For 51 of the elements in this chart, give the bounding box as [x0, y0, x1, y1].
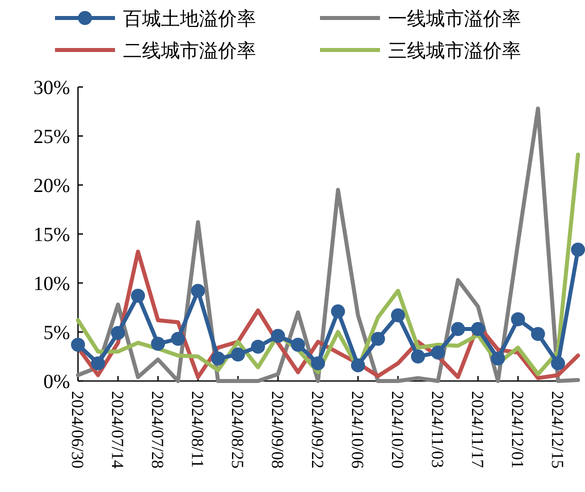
y-tick-label: 5% — [43, 322, 70, 344]
point — [551, 356, 565, 370]
y-tick-label: 10% — [33, 273, 70, 295]
point — [411, 350, 425, 364]
point — [151, 336, 165, 351]
point — [231, 348, 245, 362]
line-series — [76, 152, 580, 376]
point — [531, 326, 545, 341]
point — [391, 308, 405, 322]
point — [171, 332, 185, 346]
point — [491, 351, 505, 366]
legend-label: 三线城市溢价率 — [388, 40, 521, 62]
x-tick-label: 2024/07/28 — [148, 391, 167, 468]
point — [431, 346, 445, 360]
legend-label: 二线城市溢价率 — [123, 40, 256, 62]
point — [311, 356, 325, 370]
point — [471, 322, 485, 336]
legend-label: 百城土地溢价率 — [123, 8, 256, 30]
point — [71, 338, 85, 352]
y-tick-label: 25% — [33, 126, 70, 148]
y-tick-label: 15% — [33, 224, 70, 246]
x-tick-label: 2024/11/03 — [428, 391, 447, 468]
point — [511, 312, 525, 326]
y-tick-label: 20% — [33, 175, 70, 197]
x-tick-label: 2024/12/15 — [548, 391, 567, 468]
x-tick-label: 2024/10/20 — [388, 391, 407, 468]
x-tick-label: 2024/11/17 — [468, 391, 487, 468]
point — [91, 356, 105, 370]
y-tick-label: 0% — [43, 371, 70, 393]
point — [451, 322, 465, 336]
point — [131, 288, 145, 303]
x-tick-label: 2024/08/11 — [188, 391, 207, 468]
point — [371, 332, 385, 346]
point — [291, 338, 305, 352]
x-tick-label: 2024/07/14 — [108, 391, 127, 469]
x-tick-label: 2024/09/22 — [308, 391, 327, 468]
point — [211, 351, 225, 366]
point — [191, 284, 205, 298]
y-tick-label: 30% — [33, 77, 70, 99]
point — [571, 242, 585, 257]
legend-label: 一线城市溢价率 — [388, 8, 521, 30]
x-tick-label: 2024/10/06 — [348, 391, 367, 468]
x-tick-label: 2024/09/08 — [268, 391, 287, 468]
point — [111, 326, 125, 340]
point — [251, 340, 265, 354]
x-tick-label: 2024/08/25 — [228, 391, 247, 468]
point — [331, 304, 345, 318]
x-tick-label: 2024/06/30 — [68, 391, 87, 468]
point — [271, 328, 285, 343]
x-tick-label: 2024/12/01 — [508, 391, 527, 468]
point — [351, 358, 365, 372]
